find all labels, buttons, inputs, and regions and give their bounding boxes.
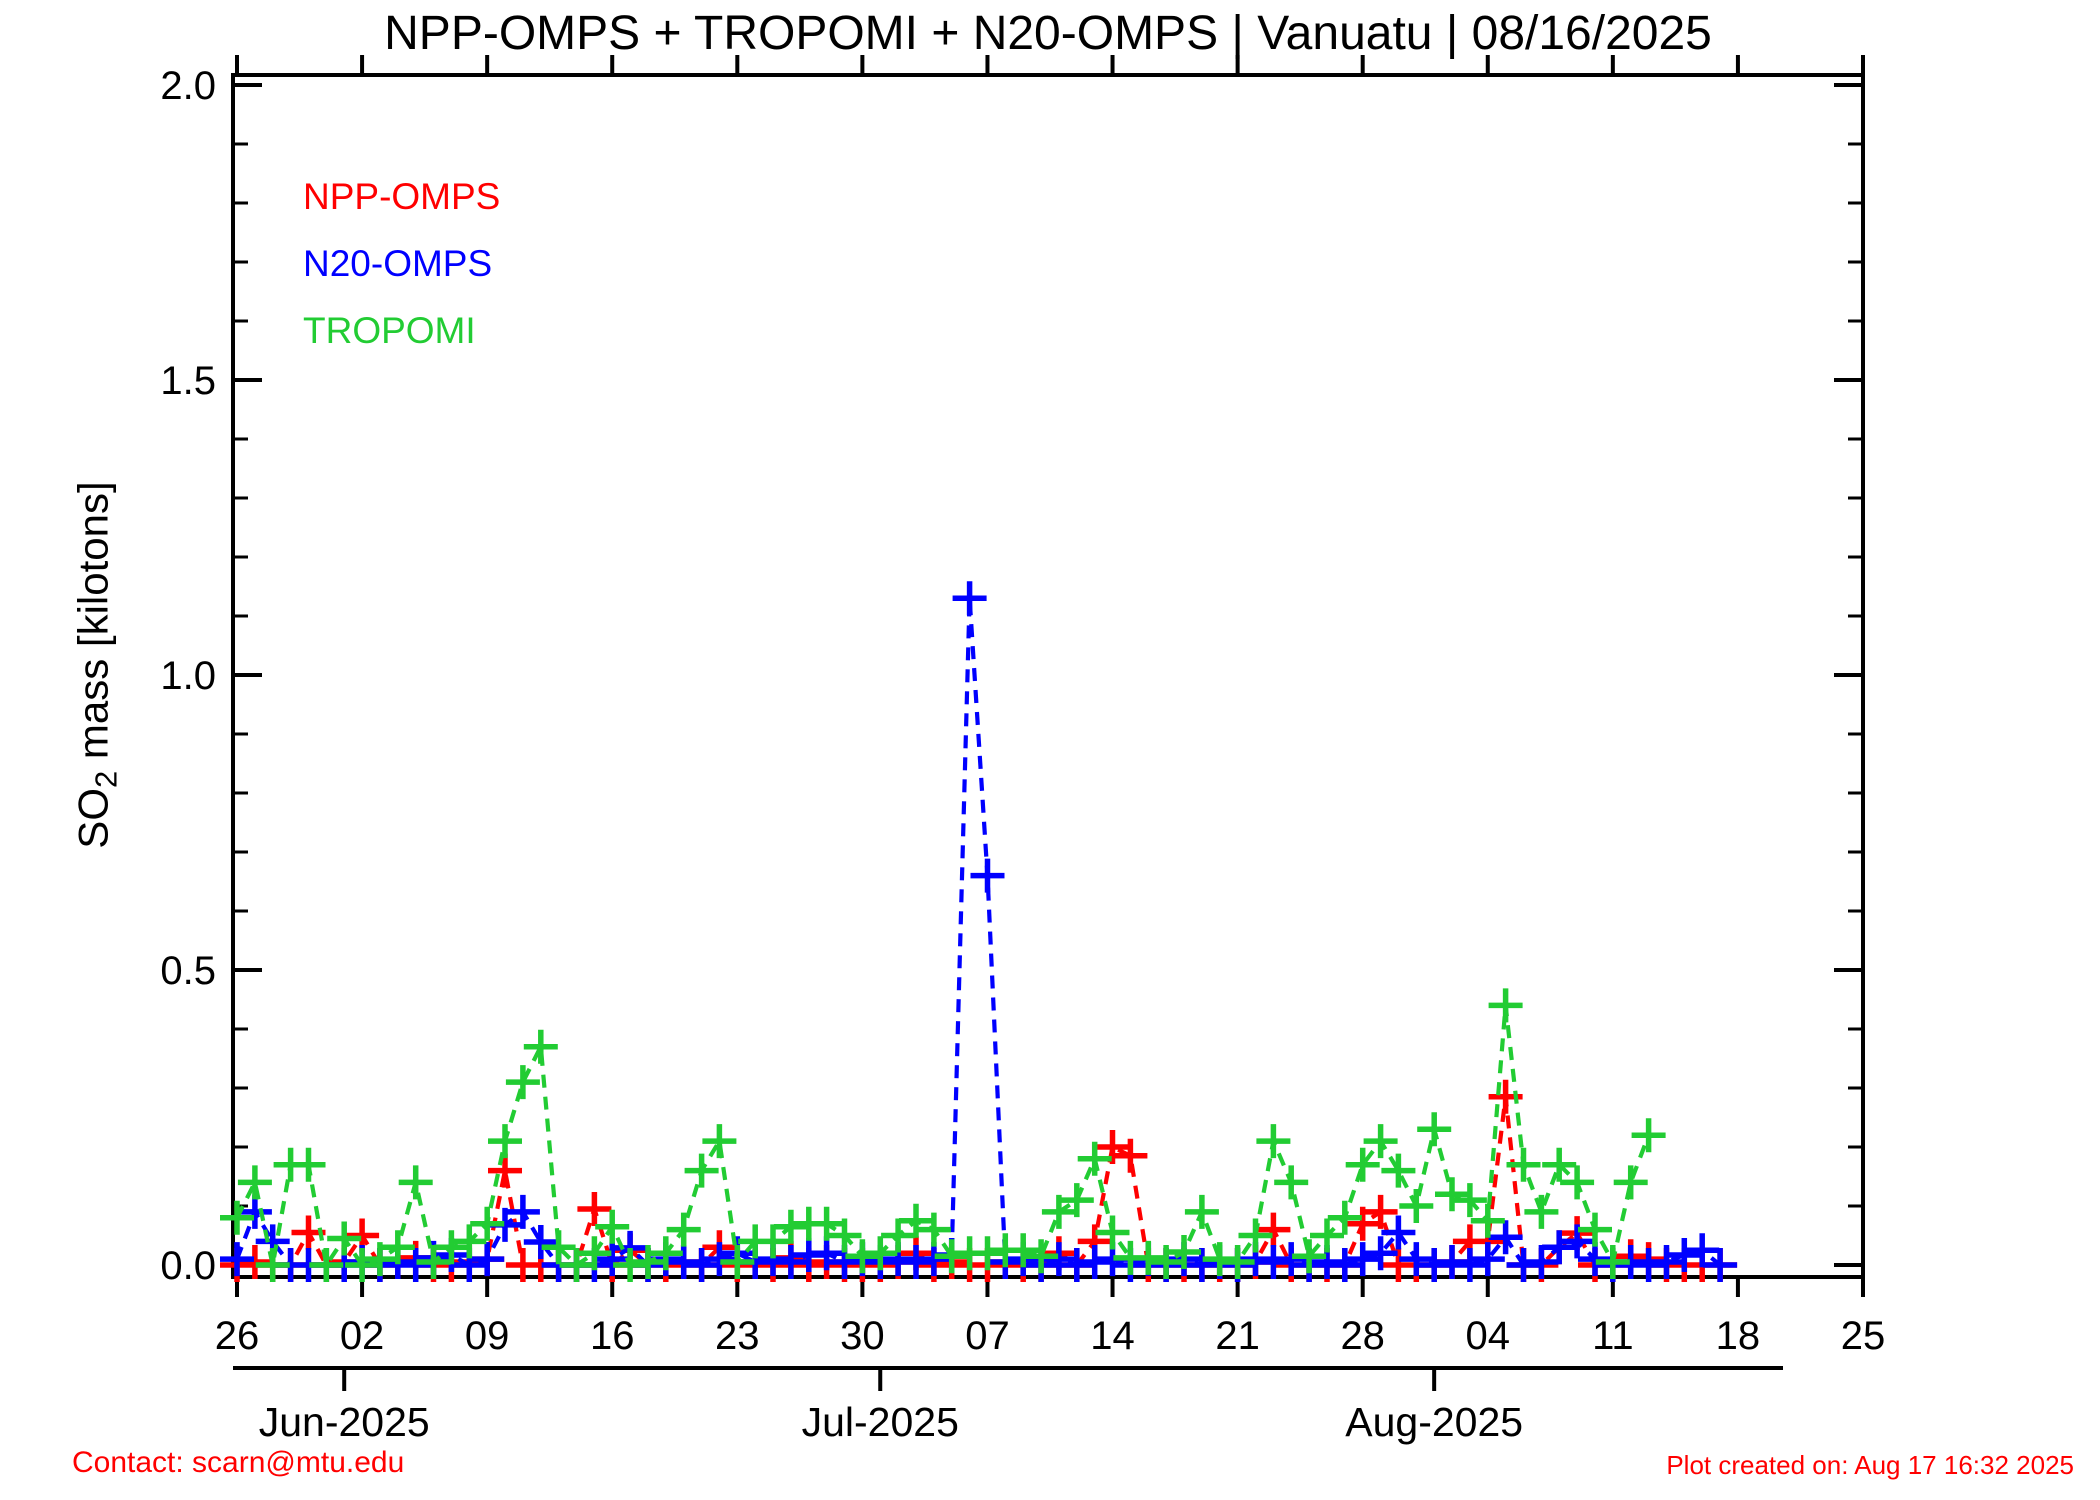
x-tick-label: 23 bbox=[715, 1314, 760, 1358]
contact-text: Contact: scarn@mtu.edu bbox=[72, 1446, 405, 1479]
x-tick-label: 14 bbox=[1090, 1314, 1135, 1358]
series-tropomi-line bbox=[235, 1005, 1651, 1271]
x-tick-label: 02 bbox=[340, 1314, 385, 1358]
plot-created-text: Plot created on: Aug 17 16:32 2025 bbox=[1666, 1450, 2074, 1480]
series-tropomi-markers bbox=[220, 988, 1666, 1282]
series-n20-omps-markers bbox=[220, 581, 1738, 1282]
legend: NPP-OMPS N20-OMPS TROPOMI bbox=[303, 163, 500, 364]
x-tick-label: 25 bbox=[1841, 1314, 1886, 1358]
month-label: Jun-2025 bbox=[259, 1399, 430, 1445]
y-tick-label: 1.5 bbox=[160, 359, 216, 403]
legend-item-n20-omps: N20-OMPS bbox=[303, 243, 493, 284]
month-label: Aug-2025 bbox=[1345, 1399, 1523, 1445]
legend-item-npp-omps: NPP-OMPS bbox=[303, 176, 501, 217]
x-tick-label: 09 bbox=[465, 1314, 510, 1358]
legend-item-tropomi: TROPOMI bbox=[303, 310, 476, 351]
plot-title: NPP-OMPS + TROPOMI + N20-OMPS | Vanuatu … bbox=[384, 7, 1712, 60]
y-tick-label: 2.0 bbox=[160, 64, 216, 108]
x-tick-label: 30 bbox=[840, 1314, 885, 1358]
x-tick-label: 16 bbox=[590, 1314, 635, 1358]
y-tick-label: 0.5 bbox=[160, 949, 216, 993]
y-tick-label: 0.0 bbox=[160, 1244, 216, 1288]
x-tick-label: 07 bbox=[965, 1314, 1010, 1358]
x-tick-label: 28 bbox=[1340, 1314, 1385, 1358]
x-tick-label: 18 bbox=[1716, 1314, 1761, 1358]
x-tick-label: 26 bbox=[215, 1314, 260, 1358]
month-label: Jul-2025 bbox=[802, 1399, 959, 1445]
plot-frame bbox=[231, 73, 1865, 1279]
x-tick-label: 21 bbox=[1215, 1314, 1260, 1358]
x-tick-label: 04 bbox=[1466, 1314, 1511, 1358]
x-tick-label: 11 bbox=[1592, 1314, 1634, 1358]
y-tick-label: 1.0 bbox=[160, 654, 216, 698]
